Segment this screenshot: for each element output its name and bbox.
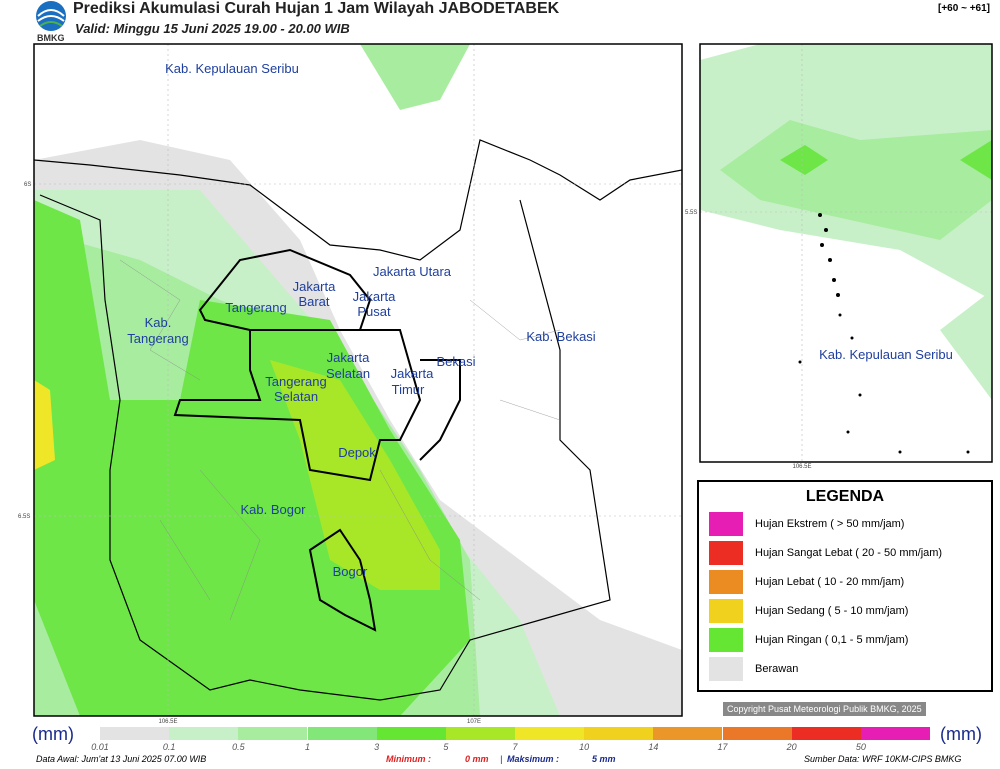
map-label: Tangerang xyxy=(265,374,326,389)
colorbar-segment xyxy=(860,727,930,740)
colorbar-tick: 20 xyxy=(786,742,797,752)
map-label: Tangerang xyxy=(225,300,286,315)
legend-item: Berawan xyxy=(709,657,798,681)
legend-text: Hujan Lebat ( 10 - 20 mm/jam) xyxy=(755,576,905,588)
lon-label: 106.5E xyxy=(158,719,177,725)
colorbar-segment xyxy=(169,727,239,740)
colorbar-unit: (mm) xyxy=(940,724,982,744)
map-label: Kab. xyxy=(145,315,172,330)
map-label: Jakarta xyxy=(353,289,396,304)
colorbar-tick: 3 xyxy=(374,742,380,752)
legend-item: Hujan Lebat ( 10 - 20 mm/jam) xyxy=(709,570,904,594)
data-awal: Data Awal: Jum'at 13 Juni 2025 07.00 WIB xyxy=(36,754,207,764)
colorbar-tick: 10 xyxy=(579,742,590,752)
map-label: Kab. Bekasi xyxy=(526,329,595,344)
max-value: 5 mm xyxy=(592,754,616,764)
legend-text: Hujan Ekstrem ( > 50 mm/jam) xyxy=(755,518,905,530)
map-label: Depok xyxy=(338,445,376,460)
logo-text: BMKG xyxy=(37,33,65,43)
separator: | xyxy=(500,754,503,764)
lon-label: 107E xyxy=(467,719,481,725)
map-label: Jakarta xyxy=(327,350,370,365)
inset-label: Kab. Kepulauan Seribu xyxy=(819,347,953,362)
legend-text: Hujan Sangat Lebat ( 20 - 50 mm/jam) xyxy=(755,547,943,559)
colorbar-tick: 0.5 xyxy=(232,742,245,752)
title: Prediksi Akumulasi Curah Hujan 1 Jam Wil… xyxy=(73,0,560,17)
legend-item: Hujan Sangat Lebat ( 20 - 50 mm/jam) xyxy=(709,541,942,565)
legend-item: Hujan Ringan ( 0,1 - 5 mm/jam) xyxy=(709,628,908,652)
main-map xyxy=(34,44,682,716)
map-label: Jakarta xyxy=(391,366,434,381)
colorbar-tick: 7 xyxy=(512,742,518,752)
colorbar-tick: 0.01 xyxy=(91,742,109,752)
legend-text: Berawan xyxy=(755,663,799,675)
colorbar-segment xyxy=(722,727,792,740)
colorbar-segment xyxy=(376,727,446,740)
colorbar-segment xyxy=(791,727,861,740)
map-label: Bogor xyxy=(333,564,368,579)
legend-text: Hujan Sedang ( 5 - 10 mm/jam) xyxy=(755,605,909,617)
lon-label: 106.5E xyxy=(792,464,811,470)
logo xyxy=(36,1,66,31)
colorbar-segment xyxy=(584,727,654,740)
legend: LEGENDA Hujan Ekstrem ( > 50 mm/jam) Huj… xyxy=(697,480,993,692)
legend-text: Hujan Ringan ( 0,1 - 5 mm/jam) xyxy=(755,634,909,646)
colorbar-tick: 1 xyxy=(304,742,311,752)
colorbar-segment xyxy=(445,727,515,740)
map-label: Jakarta Utara xyxy=(373,264,452,279)
lat-label: 6.5S xyxy=(18,514,30,520)
copyright: Copyright Pusat Meteorologi Publik BMKG,… xyxy=(723,702,926,716)
map-label: Tangerang xyxy=(127,331,188,346)
lat-label: 6S xyxy=(24,182,31,188)
min-value: 0 mm xyxy=(465,754,489,764)
colorbar-tick: 5 xyxy=(443,742,449,752)
colorbar-segment xyxy=(653,727,723,740)
colorbar-segment xyxy=(100,727,170,740)
colorbar-unit: (mm) xyxy=(32,724,74,744)
map-label: Pusat xyxy=(357,304,391,319)
subtitle: Valid: Minggu 15 Juni 2025 19.00 - 20.00… xyxy=(75,21,350,36)
colorbar-segment xyxy=(307,727,377,740)
inset-map xyxy=(700,44,992,462)
legend-item: Hujan Ekstrem ( > 50 mm/jam) xyxy=(709,512,904,536)
colorbar-tick: 17 xyxy=(717,742,728,752)
colorbar-tick: 14 xyxy=(648,742,659,752)
legend-title: LEGENDA xyxy=(805,488,885,505)
map-label: Bekasi xyxy=(436,354,475,369)
source: Sumber Data: WRF 10KM-CIPS BMKG xyxy=(804,754,962,764)
min-label: Minimum : xyxy=(386,754,431,764)
colorbar-tick: 50 xyxy=(855,742,866,752)
map-label: Barat xyxy=(298,294,329,309)
map-label: Selatan xyxy=(274,389,318,404)
colorbar-tick: 0.1 xyxy=(162,742,176,752)
legend-item: Hujan Sedang ( 5 - 10 mm/jam) xyxy=(709,599,908,623)
map-label: Kab. Kepulauan Seribu xyxy=(165,61,299,76)
colorbar-segment xyxy=(238,727,308,740)
lat-label: 5.5S xyxy=(685,210,697,216)
map-label: Jakarta xyxy=(293,279,336,294)
map-label: Timur xyxy=(392,382,425,397)
range: [+60 ~ +61] xyxy=(938,3,990,14)
max-label: Maksimum : xyxy=(507,754,560,764)
colorbar-segment xyxy=(515,727,585,740)
map-label: Kab. Bogor xyxy=(240,502,306,517)
map-label: Selatan xyxy=(326,366,370,381)
map-labels: Kab. Kepulauan Seribu Jakarta Utara Jaka… xyxy=(18,61,596,725)
